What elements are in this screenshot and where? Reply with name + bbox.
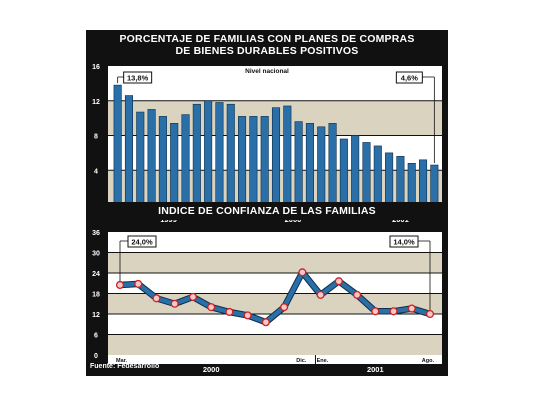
data-point — [334, 277, 343, 286]
top-chart-title: PORCENTAJE DE FAMILIAS CON PLANES DE COM… — [86, 30, 448, 60]
y-tick-label: 8 — [94, 134, 98, 141]
bar — [124, 95, 133, 206]
x-month-label: Ene. — [317, 358, 329, 364]
bar — [407, 163, 416, 206]
y-tick-label: 36 — [92, 230, 100, 237]
bar — [328, 123, 337, 206]
bar — [283, 105, 292, 206]
annotation-start: 13,8% — [127, 74, 149, 83]
grid-band — [108, 334, 442, 355]
bar — [204, 100, 213, 206]
data-point — [298, 268, 307, 277]
top-chart-panel: 1612840Nivel nacional13,8%4,6%Mar.Dic.En… — [86, 60, 448, 225]
bar — [305, 123, 314, 206]
y-tick-label: 6 — [94, 333, 98, 340]
bar — [396, 156, 405, 206]
y-tick-label: 24 — [92, 271, 100, 278]
bar — [136, 111, 145, 206]
y-tick-label: 4 — [94, 168, 98, 175]
callout-box — [123, 71, 153, 84]
bar-chart: 1612840Nivel nacional13,8%4,6%Mar.Dic.En… — [92, 64, 442, 225]
annotation-start: 24,0% — [131, 238, 153, 247]
data-point — [170, 299, 179, 308]
callout-box — [389, 235, 419, 248]
bar — [385, 152, 394, 206]
bar — [430, 164, 439, 206]
x-month-label: Mar. — [116, 358, 127, 364]
bar — [339, 138, 348, 206]
data-point — [316, 290, 325, 299]
annotation-end: 14,0% — [393, 238, 415, 247]
y-tick-label: 12 — [92, 312, 100, 319]
callout-box — [127, 235, 157, 248]
data-point — [188, 292, 197, 301]
data-point — [243, 311, 252, 320]
y-tick-label: 16 — [92, 64, 100, 71]
data-point — [425, 309, 435, 319]
bar — [215, 102, 224, 206]
y-tick-label: 0 — [94, 353, 98, 360]
bar — [113, 84, 122, 206]
bar — [249, 116, 258, 206]
grid-band — [108, 252, 442, 273]
line-chart: 36 30 24 18 12 6 0 24,0% 14,0% Mar. Dic. Ene. Ago. 20… — [92, 230, 442, 376]
chart-subtitle: Nivel nacional — [245, 68, 289, 75]
data-point — [207, 303, 216, 312]
source-note: Fuente: Fedesarrollo — [90, 363, 160, 370]
bar — [226, 103, 235, 206]
bottom-chart-title: INDICE DE CONFIANZA DE LAS FAMILIAS — [86, 202, 448, 220]
y-tick-label: 12 — [92, 99, 100, 106]
bar — [260, 116, 269, 206]
bottom-chart-panel: 36 30 24 18 12 6 0 24,0% 14,0% Mar. Dic. Ene. Ago. 20… — [86, 225, 448, 376]
bar — [181, 114, 190, 206]
annotation-end: 4,6% — [401, 74, 418, 83]
data-point — [134, 279, 143, 288]
bar — [294, 121, 303, 206]
bar — [147, 109, 156, 206]
y-tick-label: 18 — [92, 292, 100, 299]
bar — [238, 116, 247, 206]
data-point — [353, 290, 362, 299]
data-point — [407, 304, 416, 313]
bar — [170, 123, 179, 206]
data-point — [280, 303, 289, 312]
callout-box — [395, 71, 423, 84]
bar — [362, 142, 371, 206]
x-month-label: Dic. — [296, 358, 307, 364]
year-label: 2000 — [203, 365, 220, 374]
subtitle-bg — [242, 66, 292, 75]
data-point — [152, 294, 161, 303]
x-axis-strip — [108, 355, 442, 364]
bar — [373, 145, 382, 206]
x-month-label: Ago. — [422, 358, 435, 364]
top-chart-title-line2: DE BIENES DURABLES POSITIVOS — [175, 45, 359, 57]
data-point — [225, 307, 234, 316]
bar — [351, 135, 360, 206]
data-point — [371, 307, 380, 316]
top-chart-title-line1: PORCENTAJE DE FAMILIAS CON PLANES DE COM… — [119, 33, 415, 45]
data-point — [115, 280, 125, 290]
data-point — [261, 318, 270, 327]
data-point — [389, 307, 398, 316]
bar — [158, 116, 167, 206]
infographic: PORCENTAJE DE FAMILIAS CON PLANES DE COM… — [86, 30, 448, 376]
bar — [192, 103, 201, 206]
bar — [419, 159, 428, 206]
y-tick-label: 30 — [92, 251, 100, 258]
year-label: 2001 — [367, 365, 384, 374]
bar — [271, 107, 281, 206]
bar — [317, 126, 326, 206]
